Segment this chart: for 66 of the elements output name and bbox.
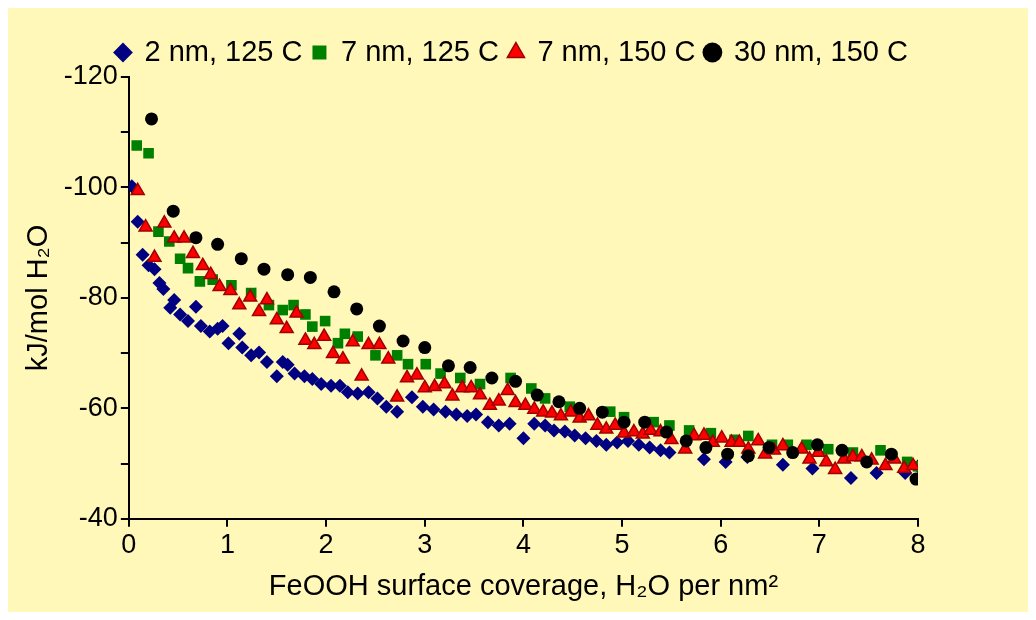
- point: [281, 268, 295, 282]
- x-tick-label: 3: [417, 529, 433, 560]
- point: [307, 321, 318, 332]
- x-tick-label: 1: [219, 529, 235, 560]
- point: [835, 443, 849, 457]
- point: [372, 319, 386, 333]
- point: [441, 359, 455, 373]
- point: [143, 147, 154, 159]
- point: [391, 350, 403, 361]
- point: [810, 438, 824, 452]
- point: [145, 112, 159, 126]
- point: [174, 253, 186, 264]
- point: [370, 350, 381, 361]
- point: [418, 341, 432, 355]
- x-tick-label: 7: [811, 529, 827, 560]
- x-tick-label: 0: [121, 529, 137, 560]
- x-tick-label: 6: [713, 529, 729, 560]
- point: [303, 270, 317, 284]
- point: [420, 358, 432, 370]
- y-tick-label: -40: [78, 502, 118, 533]
- y-tick-label: -120: [63, 60, 118, 91]
- point: [884, 447, 898, 461]
- point: [530, 388, 544, 402]
- point: [166, 204, 180, 218]
- legend-label: 2 nm, 125 C: [144, 34, 303, 67]
- point: [509, 374, 523, 388]
- point: [463, 360, 477, 374]
- y-tick-label: -60: [78, 391, 118, 422]
- point: [721, 447, 735, 461]
- point: [595, 405, 609, 419]
- x-tick-label: 4: [515, 529, 531, 560]
- point: [638, 415, 652, 429]
- point: [659, 425, 673, 439]
- point: [277, 304, 289, 316]
- point: [131, 140, 143, 151]
- x-tick-label: 2: [318, 529, 334, 560]
- point: [234, 252, 248, 266]
- point: [485, 371, 499, 385]
- point: [257, 262, 271, 276]
- y-tick-label: -80: [78, 281, 118, 312]
- x-tick-label: 5: [614, 529, 630, 560]
- point: [327, 285, 341, 299]
- legend-label: 7 nm, 125 C: [340, 34, 499, 67]
- legend-label: 7 nm, 150 C: [537, 34, 696, 67]
- point: [743, 430, 754, 442]
- point: [679, 434, 693, 448]
- point: [875, 445, 886, 456]
- point: [552, 395, 566, 409]
- y-axis-title: kJ/mol H₂O: [21, 224, 54, 372]
- point: [573, 401, 587, 415]
- point: [396, 334, 410, 348]
- point: [786, 446, 800, 460]
- point: [822, 443, 834, 455]
- point: [762, 441, 776, 455]
- point: [189, 231, 203, 245]
- x-tick-label: 8: [910, 529, 926, 560]
- point: [194, 276, 206, 287]
- x-axis-title: FeOOH surface coverage, H₂O per nm²: [268, 568, 779, 601]
- point: [350, 302, 364, 316]
- point: [339, 328, 351, 340]
- y-tick-label: -100: [63, 170, 118, 201]
- point: [211, 237, 225, 251]
- legend-label: 30 nm, 150 C: [733, 34, 909, 67]
- point: [617, 415, 631, 429]
- point: [699, 441, 713, 455]
- point: [860, 455, 874, 469]
